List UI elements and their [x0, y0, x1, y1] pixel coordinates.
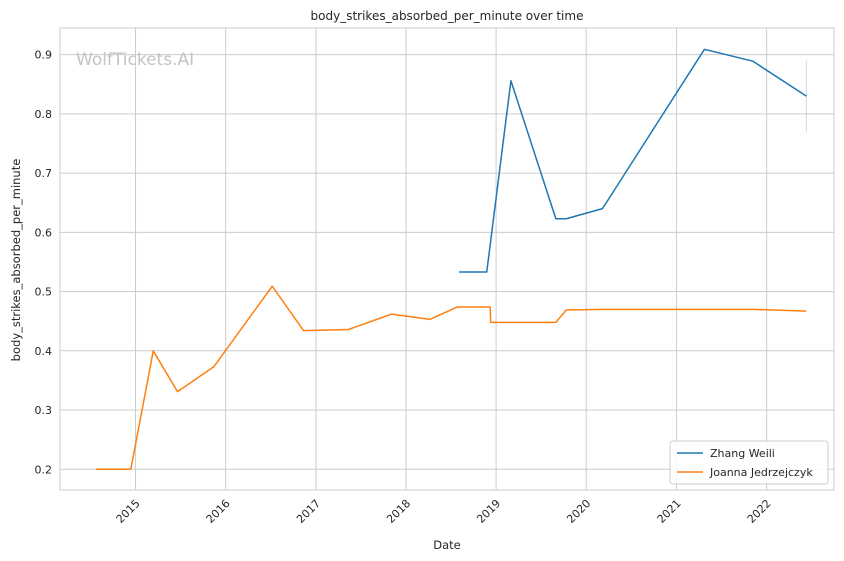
x-tick-label: 2017: [294, 497, 323, 526]
plot-area: [60, 28, 834, 490]
x-tick-label: 2021: [655, 497, 684, 526]
x-tick-label: 2015: [114, 497, 143, 526]
y-tick-label: 0.3: [35, 404, 53, 417]
x-tick-label: 2019: [474, 497, 503, 526]
y-tick-label: 0.9: [35, 49, 53, 62]
y-gridlines: [60, 54, 834, 470]
y-tick-label: 0.8: [35, 108, 53, 121]
legend-label-zhang-weili: Zhang Weili: [710, 447, 775, 460]
series-layer: [96, 48, 807, 471]
x-gridlines: [135, 28, 768, 490]
series-line-joanna-jedrzejczyk: [96, 285, 807, 471]
legend-box: [669, 440, 829, 485]
y-tick-label: 0.4: [35, 345, 53, 358]
x-tick-labels: 2015 2016 2017 2018 2019 2020 2021 2022: [114, 497, 774, 526]
y-axis-label: body_strikes_absorbed_per_minute: [9, 159, 23, 362]
plot-frame: [59, 27, 835, 491]
watermark: WolfTickets.AI: [76, 50, 194, 70]
x-tick-label: 2020: [564, 497, 593, 526]
x-axis-label: Date: [433, 538, 461, 552]
x-tick-label: 2018: [384, 497, 413, 526]
y-tick-labels: 0.2 0.3 0.4 0.5 0.6 0.7 0.8 0.9: [35, 49, 53, 477]
legend-label-joanna-jedrzejczyk: Joanna Jedrzejczyk: [709, 466, 813, 479]
y-tick-label: 0.2: [35, 463, 53, 476]
chart-title: body_strikes_absorbed_per_minute over ti…: [311, 9, 584, 23]
y-tick-label: 0.7: [35, 167, 53, 180]
x-tick-label: 2022: [745, 497, 774, 526]
x-tick-label: 2016: [204, 497, 233, 526]
y-tick-label: 0.5: [35, 286, 53, 299]
y-tick-label: 0.6: [35, 226, 53, 239]
legend: Zhang Weili Joanna Jedrzejczyk: [669, 440, 829, 485]
series-line-zhang-weili: [459, 48, 807, 273]
